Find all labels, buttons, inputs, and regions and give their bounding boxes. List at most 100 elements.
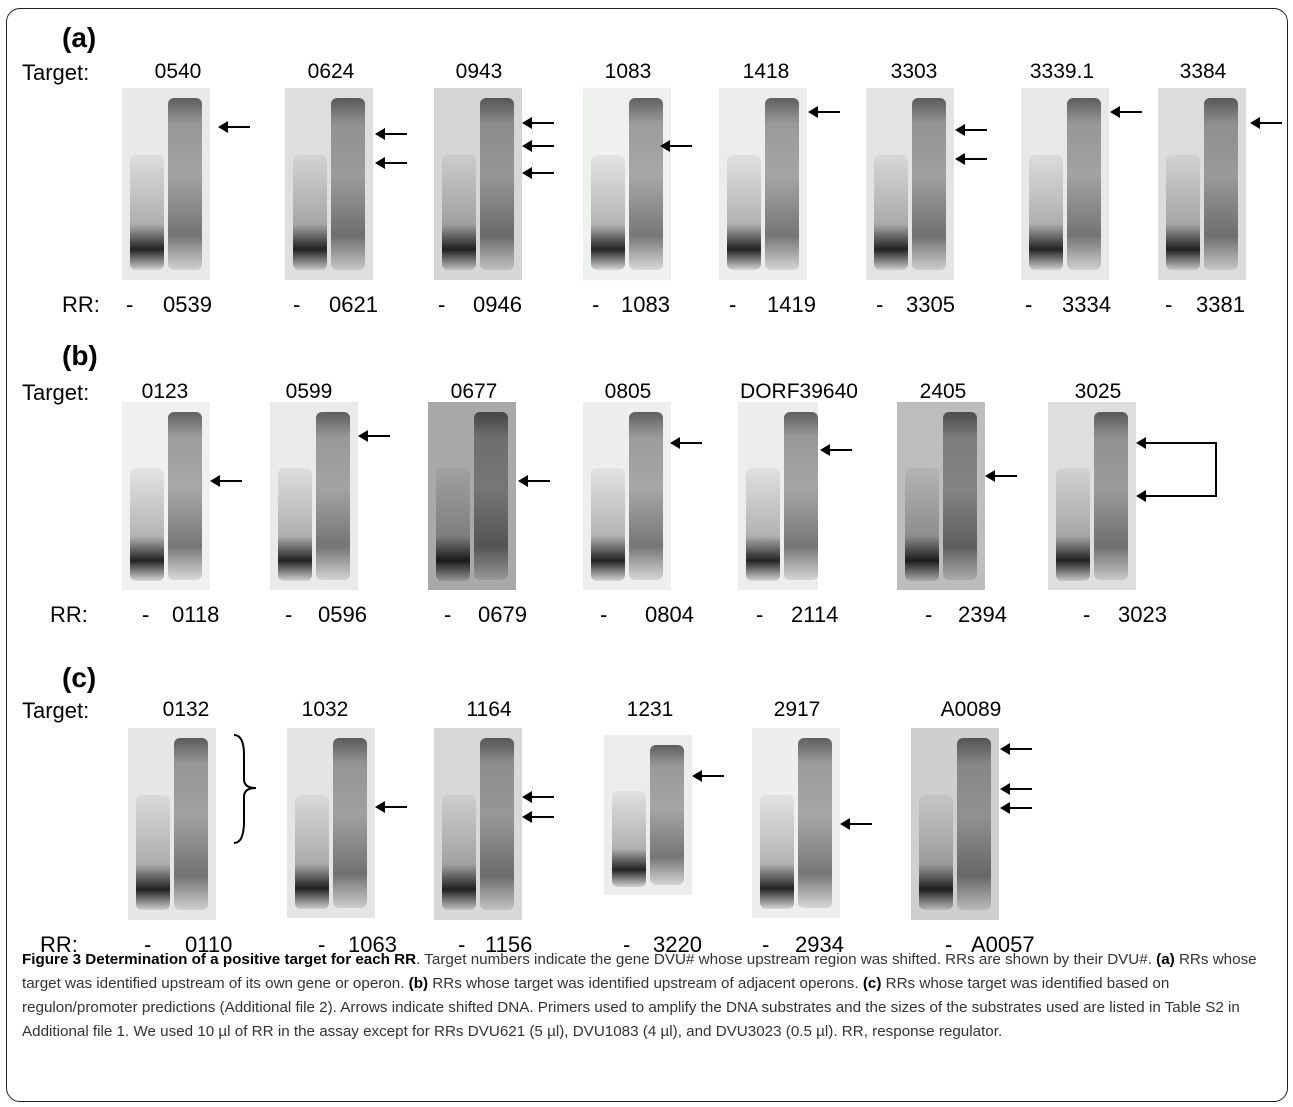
panel-b-letter: (b) (62, 340, 98, 372)
bracket-icon (1166, 436, 1226, 506)
gel-image (428, 402, 516, 590)
shift-arrow-icon (358, 429, 392, 443)
rr-lane (765, 98, 799, 270)
rr-lane (480, 98, 514, 270)
gel-image (434, 88, 522, 280)
caption-a: (a) (1156, 951, 1175, 968)
target-label: 0943 (456, 60, 503, 84)
target-label: 0677 (451, 380, 498, 404)
control-lane (130, 468, 164, 581)
control-lane (746, 468, 780, 581)
control-label: - (1165, 292, 1172, 318)
rr-lane (316, 412, 350, 580)
target-label: 2405 (920, 380, 967, 404)
shift-arrow-icon (840, 817, 874, 831)
gel-image (911, 728, 999, 920)
control-lane (278, 468, 312, 581)
gel-image (270, 402, 358, 590)
rr-lane (168, 98, 202, 270)
rr-label: 2114 (791, 602, 838, 628)
rr-label: 1419 (767, 292, 816, 318)
gel-image (583, 88, 671, 280)
caption-b-text: RRs whose target was identified upstream… (428, 975, 863, 992)
rr-label: 2394 (958, 602, 1007, 628)
control-label: - (729, 292, 736, 318)
control-label: - (876, 292, 883, 318)
rr-lane (1204, 98, 1238, 270)
target-label: 1164 (466, 698, 511, 722)
rr-label: 0679 (478, 602, 527, 628)
panel-a-letter: (a) (62, 22, 96, 54)
target-label: 0624 (308, 60, 355, 84)
rr-lane (168, 412, 202, 580)
target-label: 3303 (891, 60, 938, 84)
shift-arrow-icon (522, 116, 556, 130)
shift-arrow-icon (1136, 436, 1170, 450)
rr-lane (1067, 98, 1101, 270)
control-lane (612, 791, 646, 887)
rr-label: 0946 (473, 292, 522, 318)
shift-arrow-icon (692, 769, 726, 783)
rr-label: 3023 (1118, 602, 1167, 628)
shift-arrow-icon (522, 810, 556, 824)
control-lane (295, 795, 329, 909)
panel-b-rr-label: RR: (50, 602, 88, 628)
control-lane (591, 155, 625, 270)
shift-arrow-icon (375, 800, 409, 814)
shift-arrow-icon (820, 443, 854, 457)
caption-title: Figure 3 Determination of a positive tar… (22, 951, 416, 968)
rr-lane (629, 98, 663, 270)
control-label: - (600, 602, 607, 628)
shift-arrow-icon (218, 120, 252, 134)
gel-image (434, 728, 522, 920)
shift-arrow-icon (1000, 782, 1034, 796)
rr-lane (912, 98, 946, 270)
gel-image (604, 735, 692, 895)
target-label: A0089 (941, 698, 1002, 722)
rr-lane (474, 412, 508, 580)
rr-label: 0804 (645, 602, 694, 628)
rr-lane (943, 412, 977, 580)
target-label: 0540 (155, 60, 202, 84)
control-lane (919, 795, 953, 910)
shift-arrow-icon (375, 127, 409, 141)
caption-text-1: . Target numbers indicate the gene DVU# … (416, 951, 1156, 968)
target-label: 3025 (1075, 380, 1122, 404)
control-lane (442, 795, 476, 910)
rr-label: 3381 (1196, 292, 1245, 318)
rr-lane (1094, 412, 1128, 580)
gel-image (287, 728, 375, 918)
gel-image (128, 728, 216, 920)
control-label: - (444, 602, 451, 628)
panel-c-target-label: Target: (22, 698, 89, 724)
target-label: 0132 (163, 698, 210, 722)
control-lane (1029, 155, 1063, 270)
shift-arrow-icon (375, 156, 409, 170)
gel-image (285, 88, 373, 280)
gel-image (122, 402, 210, 590)
rr-lane (629, 412, 663, 580)
control-label: - (142, 602, 149, 628)
target-label: 3339.1 (1030, 60, 1094, 84)
control-lane (293, 155, 327, 270)
target-label: 3384 (1180, 60, 1227, 84)
figure-caption: Figure 3 Determination of a positive tar… (22, 948, 1272, 1044)
shift-arrow-icon (210, 474, 244, 488)
rr-label: 3305 (906, 292, 955, 318)
control-label: - (438, 292, 445, 318)
panel-b-target-label: Target: (22, 380, 89, 406)
shift-arrow-icon (660, 139, 694, 153)
gel-image (1158, 88, 1246, 280)
target-label: 1418 (743, 60, 790, 84)
gel-image (897, 402, 985, 590)
rr-lane (480, 738, 514, 910)
panel-a-target-label: Target: (22, 60, 89, 86)
control-label: - (925, 602, 932, 628)
shift-arrow-icon (518, 474, 552, 488)
control-lane (436, 468, 470, 581)
control-label: - (126, 292, 133, 318)
control-label: - (592, 292, 599, 318)
target-label: 1032 (302, 698, 349, 722)
control-label: - (293, 292, 300, 318)
rr-lane (174, 738, 208, 910)
